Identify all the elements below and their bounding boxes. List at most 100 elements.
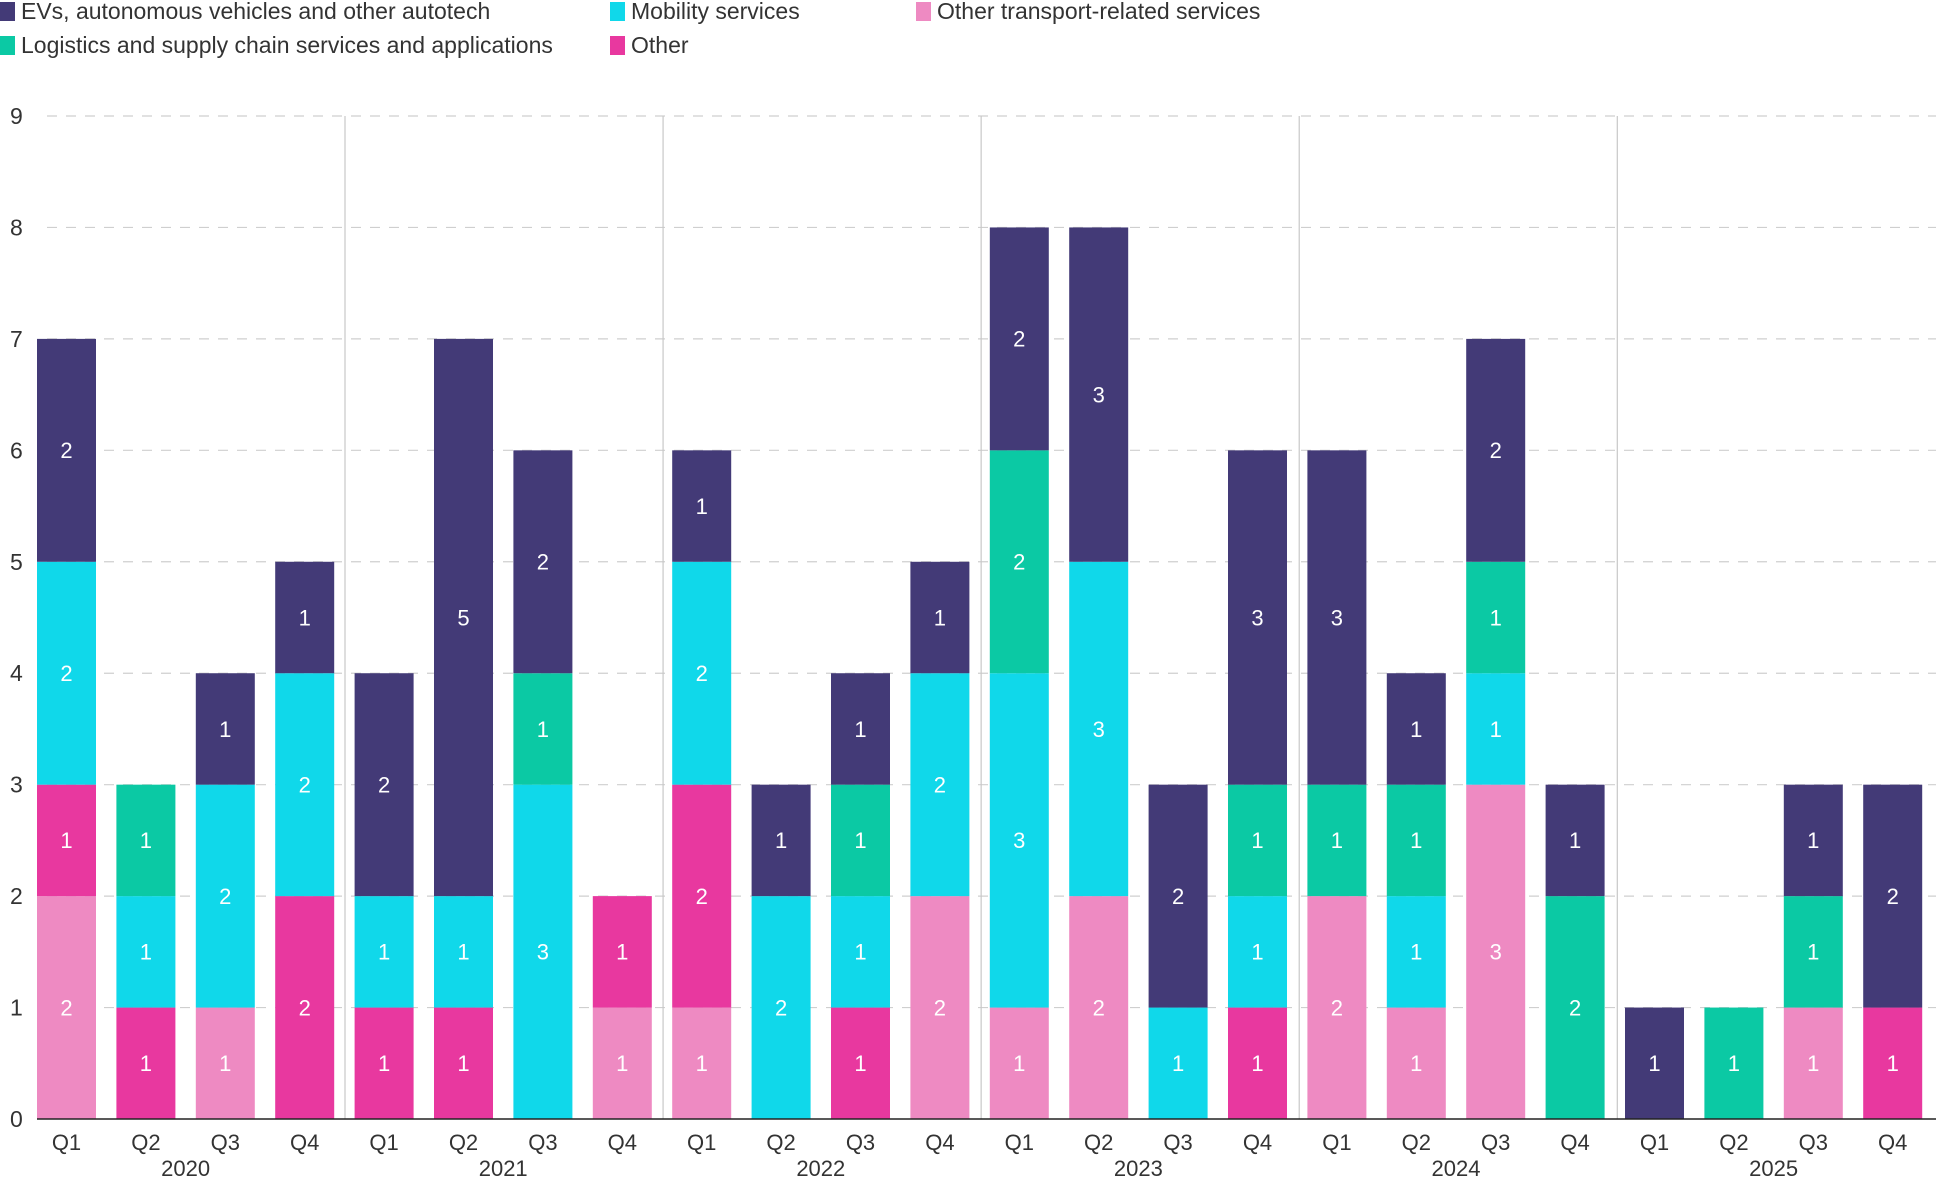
bar-segment: [1783, 896, 1843, 1008]
x-tick-quarter: Q2: [1402, 1130, 1431, 1155]
segment-value-label: 2: [537, 550, 549, 575]
segment-value-label: 2: [1013, 327, 1025, 352]
bar-segment: [672, 1007, 732, 1119]
bar-segment: [1069, 561, 1129, 897]
segment-value-label: 1: [457, 940, 469, 965]
segment-value-label: 1: [1410, 1051, 1422, 1076]
legend-label: Mobility services: [631, 0, 800, 24]
bar-segment: [513, 673, 573, 785]
segment-value-label: 1: [1648, 1051, 1660, 1076]
bar-segment: [672, 784, 732, 1008]
segment-value-label: 2: [378, 772, 390, 797]
bar-segment: [1545, 896, 1605, 1119]
bar-segment: [831, 784, 890, 897]
segment-value-label: 1: [854, 940, 866, 965]
bar-segment: [1069, 896, 1129, 1119]
bar-2023-q4: 1 1 1 3: [1228, 450, 1287, 1119]
segment-value-label: 2: [1331, 995, 1343, 1020]
bar-segment: [1545, 784, 1605, 897]
bar-segment: [195, 1007, 255, 1119]
bar-2020-q1: 2 1 2 2: [37, 338, 96, 1119]
bar-segment: [37, 896, 96, 1119]
x-tick-quarter: Q4: [608, 1130, 637, 1155]
legend-item-other: Other: [610, 32, 689, 59]
bar-segment: [592, 1007, 652, 1119]
segment-value-label: 2: [1013, 550, 1025, 575]
x-tick-quarter: Q3: [1163, 1130, 1192, 1155]
bar-segment: [1228, 896, 1287, 1008]
bar-2024-q3: 3 1 1 2: [1466, 338, 1526, 1119]
x-tick-quarter: Q3: [211, 1130, 240, 1155]
segment-value-label: 1: [616, 940, 628, 965]
bar-segment: [1466, 673, 1526, 785]
bar-segment: [989, 673, 1049, 1008]
bar-segment: [513, 450, 573, 674]
x-tick-quarter: Q4: [1243, 1130, 1272, 1155]
x-tick-quarter: Q4: [1560, 1130, 1589, 1155]
bar-segment: [1863, 784, 1923, 1008]
bar-segment: [354, 1007, 414, 1119]
legend-swatch: [610, 36, 625, 55]
segment-value-label: 1: [1887, 1051, 1899, 1076]
segment-value-label: 1: [1251, 828, 1263, 853]
y-tick-label: 7: [10, 326, 23, 352]
x-tick-quarter: Q2: [766, 1130, 795, 1155]
segment-value-label: 2: [696, 884, 708, 909]
legend-item-mobility: Mobility services: [610, 0, 800, 25]
bar-2025-q4: 12: [1863, 784, 1923, 1119]
bar-segment: [354, 896, 414, 1008]
bar-segment: [910, 673, 970, 897]
x-tick-quarter: Q2: [449, 1130, 478, 1155]
x-tick-quarter: Q2: [131, 1130, 160, 1155]
legend-swatch: [0, 36, 15, 55]
x-tick-quarter: Q1: [52, 1130, 81, 1155]
x-tick-quarter: Q3: [846, 1130, 875, 1155]
y-tick-label: 2: [10, 883, 23, 909]
y-tick-label: 0: [10, 1106, 23, 1132]
segment-value-label: 1: [854, 828, 866, 853]
bar-2020-q2: 1 1 1: [116, 784, 176, 1119]
segment-value-label: 1: [1807, 940, 1819, 965]
bar-segment: [434, 338, 493, 897]
bar-segment: [1228, 450, 1287, 785]
segment-value-label: 1: [1013, 1051, 1025, 1076]
bar-segment: [1386, 1007, 1446, 1119]
bar-2022-q2: 21: [751, 784, 811, 1119]
bar-2020-q3: 1 2 1: [195, 673, 255, 1119]
x-tick-year: 2020: [161, 1156, 210, 1181]
segment-value-label: 1: [1569, 828, 1581, 853]
bar-2023-q2: 2 3 3: [1069, 227, 1129, 1119]
bar-segment: [275, 561, 335, 674]
y-tick-label: 1: [10, 995, 23, 1021]
bar-segment: [275, 673, 335, 897]
x-tick-quarter: Q4: [290, 1130, 319, 1155]
segment-value-label: 3: [537, 940, 549, 965]
chart-legend: EVs, autonomous vehicles and other autot…: [0, 0, 1400, 70]
bar-segment: [1307, 784, 1367, 897]
bar-2023-q1: 1 3 2 2: [989, 227, 1049, 1119]
legend-label: Other transport-related services: [937, 0, 1261, 24]
bar-segment: [1466, 561, 1526, 674]
bar-segment: [1466, 338, 1526, 562]
x-tick-year: 2021: [479, 1156, 528, 1181]
segment-value-label: 1: [457, 1051, 469, 1076]
segment-value-label: 1: [1490, 717, 1502, 742]
x-tick-quarter: Q1: [1005, 1130, 1034, 1155]
bar-segment: [116, 896, 176, 1008]
bar-2021-q1: 1 1 2: [354, 673, 414, 1119]
segment-value-label: 1: [1490, 605, 1502, 630]
segment-value-label: 5: [457, 605, 469, 630]
bar-segment: [1783, 784, 1843, 897]
bar-segment: [910, 561, 970, 674]
segment-value-label: 2: [1093, 995, 1105, 1020]
segment-value-label: 3: [1093, 382, 1105, 407]
bar-2024-q1: 2 1 3: [1307, 450, 1367, 1119]
segment-value-label: 3: [1013, 828, 1025, 853]
legend-label: Other: [631, 32, 689, 58]
legend-item-evs: EVs, autonomous vehicles and other autot…: [0, 0, 490, 25]
x-tick-year: 2025: [1749, 1156, 1798, 1181]
x-tick-quarter: Q1: [1322, 1130, 1351, 1155]
segment-value-label: 2: [934, 772, 946, 797]
bar-segment: [1069, 227, 1129, 562]
